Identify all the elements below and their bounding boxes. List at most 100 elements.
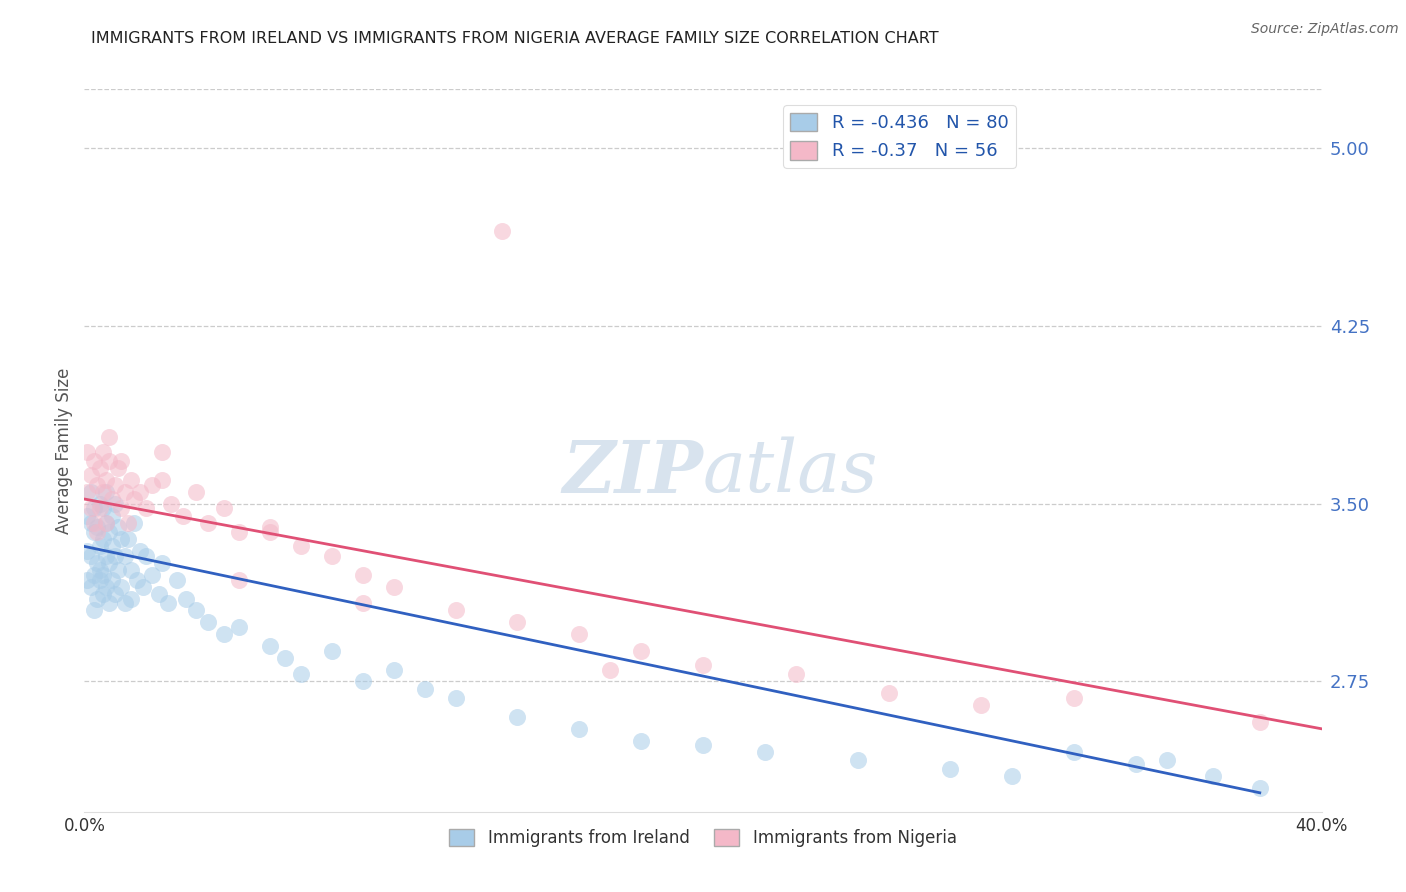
Point <box>846 753 869 767</box>
Point <box>76 508 98 523</box>
Point <box>110 501 132 516</box>
Point <box>184 603 207 617</box>
Point <box>104 478 127 492</box>
Point <box>86 478 108 492</box>
Point <box>259 520 281 534</box>
Point <box>91 444 114 458</box>
Point <box>141 567 163 582</box>
Point <box>150 556 173 570</box>
Point <box>91 587 114 601</box>
Point <box>352 567 374 582</box>
Point <box>98 454 121 468</box>
Point <box>1063 746 1085 760</box>
Point <box>110 580 132 594</box>
Point <box>259 639 281 653</box>
Point <box>491 224 513 238</box>
Point <box>506 615 529 630</box>
Point <box>197 516 219 530</box>
Point <box>101 491 124 506</box>
Point <box>754 746 776 760</box>
Point <box>290 667 312 681</box>
Point <box>79 549 101 563</box>
Point <box>83 516 105 530</box>
Point <box>129 544 152 558</box>
Point <box>101 508 124 523</box>
Point <box>148 587 170 601</box>
Point <box>79 516 101 530</box>
Point <box>98 596 121 610</box>
Point <box>83 501 105 516</box>
Point <box>86 520 108 534</box>
Point <box>274 650 297 665</box>
Point <box>150 473 173 487</box>
Text: IMMIGRANTS FROM IRELAND VS IMMIGRANTS FROM NIGERIA AVERAGE FAMILY SIZE CORRELATI: IMMIGRANTS FROM IRELAND VS IMMIGRANTS FR… <box>91 31 939 46</box>
Point <box>94 516 117 530</box>
Point <box>89 540 111 554</box>
Point <box>382 663 405 677</box>
Point <box>86 556 108 570</box>
Point <box>83 603 105 617</box>
Point <box>141 478 163 492</box>
Y-axis label: Average Family Size: Average Family Size <box>55 368 73 533</box>
Point <box>94 484 117 499</box>
Point <box>110 533 132 547</box>
Point <box>91 484 114 499</box>
Point <box>352 674 374 689</box>
Point <box>94 549 117 563</box>
Point <box>568 722 591 736</box>
Point <box>104 587 127 601</box>
Point <box>79 484 101 499</box>
Text: Source: ZipAtlas.com: Source: ZipAtlas.com <box>1251 22 1399 37</box>
Point <box>1156 753 1178 767</box>
Point <box>630 733 652 747</box>
Point <box>692 739 714 753</box>
Point <box>120 591 142 606</box>
Point <box>568 627 591 641</box>
Point <box>176 591 198 606</box>
Point <box>94 473 117 487</box>
Point <box>83 454 105 468</box>
Point <box>228 525 250 540</box>
Point <box>91 533 114 547</box>
Point <box>101 573 124 587</box>
Point <box>1063 691 1085 706</box>
Point <box>1249 780 1271 795</box>
Point <box>114 484 136 499</box>
Point <box>76 444 98 458</box>
Point <box>877 686 900 700</box>
Point <box>89 497 111 511</box>
Point <box>89 501 111 516</box>
Point <box>1249 714 1271 729</box>
Point <box>184 484 207 499</box>
Point <box>599 663 621 677</box>
Point <box>321 643 343 657</box>
Point <box>117 533 139 547</box>
Point <box>89 573 111 587</box>
Point <box>79 501 101 516</box>
Point <box>444 603 467 617</box>
Point <box>79 468 101 483</box>
Point <box>98 525 121 540</box>
Point <box>156 596 179 610</box>
Point <box>132 580 155 594</box>
Point <box>290 540 312 554</box>
Point <box>98 430 121 444</box>
Point <box>166 573 188 587</box>
Point <box>413 681 436 696</box>
Point <box>107 520 129 534</box>
Point <box>83 567 105 582</box>
Point <box>259 525 281 540</box>
Point <box>76 573 98 587</box>
Point <box>104 549 127 563</box>
Point <box>120 563 142 577</box>
Legend: Immigrants from Ireland, Immigrants from Nigeria: Immigrants from Ireland, Immigrants from… <box>443 822 963 854</box>
Point <box>129 484 152 499</box>
Point <box>122 516 145 530</box>
Point <box>506 710 529 724</box>
Point <box>94 580 117 594</box>
Point <box>107 461 129 475</box>
Point <box>86 591 108 606</box>
Point <box>352 596 374 610</box>
Point <box>228 573 250 587</box>
Point <box>94 516 117 530</box>
